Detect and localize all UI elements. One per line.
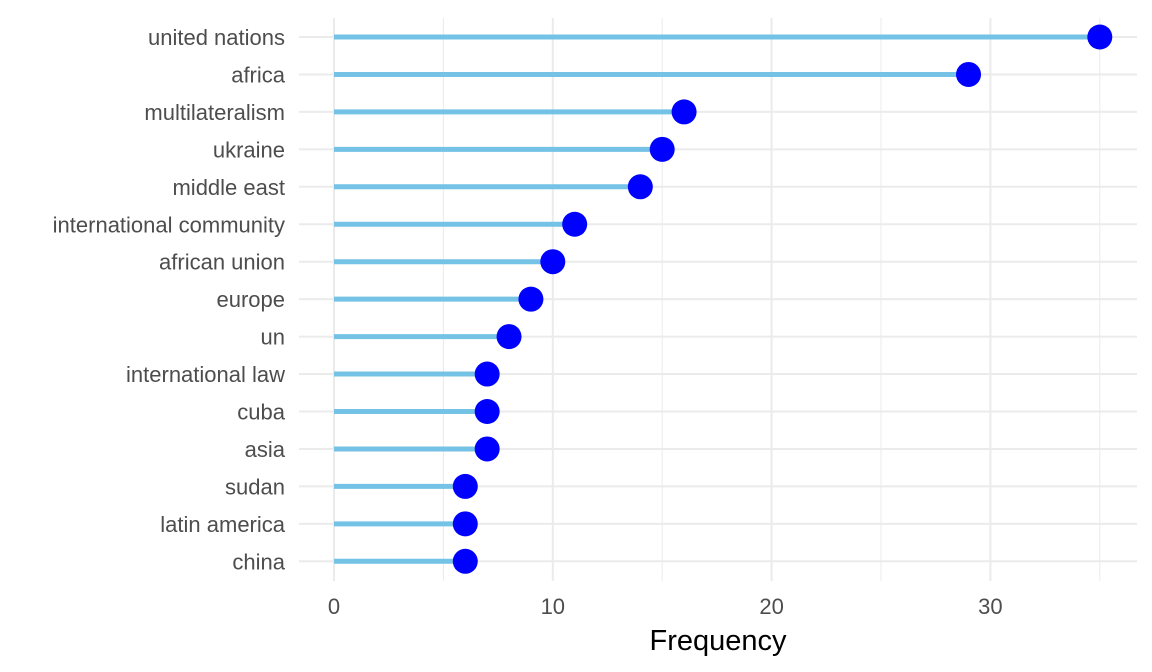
lollipop-point bbox=[627, 174, 653, 200]
y-tick-label: cuba bbox=[237, 400, 285, 425]
y-tick-label: europe bbox=[216, 287, 285, 312]
lollipop-point bbox=[518, 286, 544, 312]
x-tick-label: 0 bbox=[328, 594, 340, 619]
lollipop-point bbox=[1087, 24, 1113, 50]
lollipop-point bbox=[452, 511, 478, 537]
y-tick-label: ukraine bbox=[213, 137, 285, 162]
y-tick-label: un bbox=[261, 325, 285, 350]
lollipop-point bbox=[496, 324, 522, 350]
y-tick-label: africa bbox=[231, 62, 286, 87]
lollipop-point bbox=[474, 399, 500, 424]
y-tick-label: multilateralism bbox=[144, 100, 285, 125]
x-axis-title: Frequency bbox=[649, 625, 787, 657]
lollipop-stems bbox=[334, 34, 1100, 564]
x-axis-tick-labels: 0 10 20 30 bbox=[328, 594, 1003, 619]
x-tick-label: 10 bbox=[541, 594, 565, 619]
lollipop-point bbox=[562, 211, 588, 237]
y-tick-label: china bbox=[232, 549, 285, 574]
y-tick-label: sudan bbox=[225, 474, 285, 499]
lollipop-point bbox=[956, 61, 982, 87]
y-tick-label: african union bbox=[159, 250, 285, 275]
lollipop-point bbox=[452, 473, 478, 499]
lollipop-point bbox=[649, 136, 675, 162]
lollipop-point bbox=[452, 548, 478, 574]
y-tick-label: international community bbox=[53, 212, 285, 237]
lollipop-point bbox=[671, 99, 697, 125]
y-tick-label: united nations bbox=[148, 25, 285, 50]
y-tick-label: middle east bbox=[172, 175, 285, 200]
lollipop-point bbox=[474, 361, 500, 387]
lollipop-points bbox=[452, 24, 1113, 574]
x-tick-label: 20 bbox=[759, 594, 783, 619]
y-tick-label: asia bbox=[245, 437, 286, 462]
y-tick-label: latin america bbox=[160, 512, 285, 537]
lollipop-point bbox=[540, 249, 566, 275]
x-tick-label: 30 bbox=[978, 594, 1002, 619]
y-axis-tick-labels: united nations africa multilateralism ukrai… bbox=[53, 25, 286, 574]
y-tick-label: international law bbox=[126, 362, 285, 387]
lollipop-point bbox=[474, 436, 500, 462]
